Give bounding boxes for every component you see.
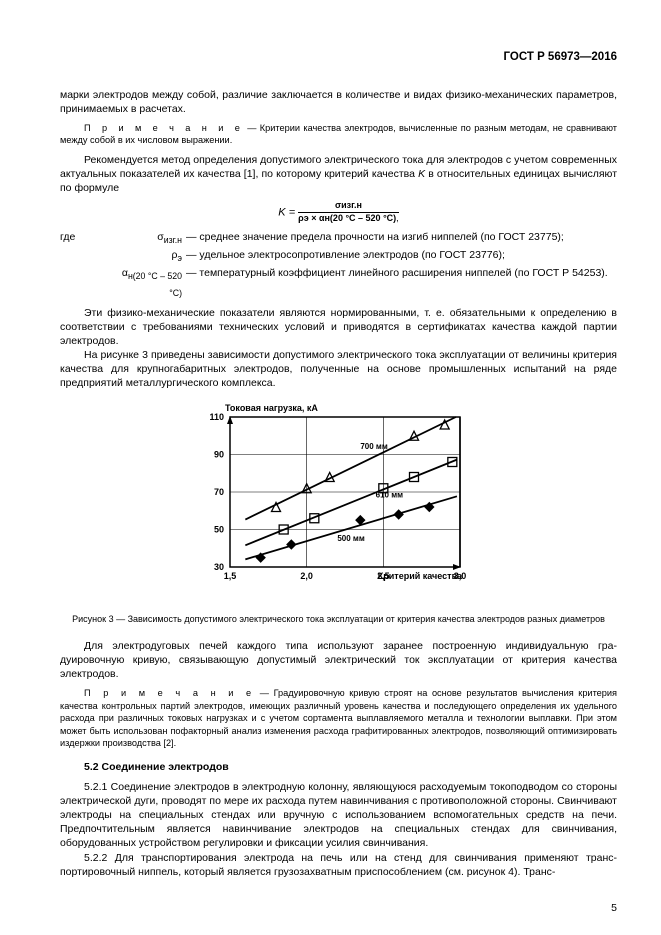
- where-line: гдеσизг.н — среднее значение предела про…: [60, 230, 617, 247]
- section-heading: 5.2 Соединение электродов: [84, 760, 617, 774]
- paragraph: 5.2.1 Соединение электродов в электродну…: [60, 780, 617, 851]
- svg-text:Токовая нагрузка, кА: Токовая нагрузка, кА: [225, 403, 318, 413]
- page-number: 5: [611, 901, 617, 915]
- page: ГОСТ Р 56973—2016 марки электродов между…: [0, 0, 661, 935]
- where-line: ρэ — удельное электросопротивление элект…: [60, 248, 617, 265]
- figure-caption: Рисунок 3 — Зависимость допустимого элек…: [60, 613, 617, 625]
- paragraph: Эти физико-механические показатели являю…: [60, 306, 617, 349]
- svg-text:30: 30: [213, 562, 223, 572]
- where-text: — среднее значение предела прочности на …: [186, 230, 617, 247]
- doc-header: ГОСТ Р 56973—2016: [60, 50, 617, 66]
- svg-text:500 мм: 500 мм: [337, 533, 364, 542]
- where-block: гдеσизг.н — среднее значение предела про…: [60, 230, 617, 300]
- where-text: — удельное электросопротивление электрод…: [186, 248, 617, 265]
- where-symbol: ρэ: [116, 248, 186, 265]
- figure: 305070901101,52,02,53,0Токовая нагрузка,…: [60, 399, 617, 603]
- note-label: П р и м е ч а н и е: [84, 123, 244, 133]
- chart-svg: 305070901101,52,02,53,0Токовая нагрузка,…: [184, 399, 494, 599]
- paragraph: марки электродов между собой, различие з…: [60, 88, 617, 116]
- svg-text:110: 110: [209, 412, 224, 422]
- svg-text:Критерий качества: Критерий качества: [377, 571, 462, 581]
- svg-text:700 мм: 700 мм: [360, 442, 387, 451]
- paragraph: Для электродуговых печей каждого типа ис…: [60, 639, 617, 682]
- where-label: где: [60, 230, 116, 247]
- svg-text:610 мм: 610 мм: [375, 490, 402, 499]
- note: П р и м е ч а н и е — Критерии качества …: [60, 122, 617, 147]
- fraction: σизг.н ρэ × αн(20 °С – 520 °С),: [298, 201, 399, 224]
- svg-text:50: 50: [213, 524, 223, 534]
- formula-lhs: K =: [278, 207, 298, 219]
- note: П р и м е ч а н и е — Градуировочную кри…: [60, 687, 617, 749]
- svg-text:2,0: 2,0: [300, 571, 313, 581]
- paragraph: На рисунке 3 приведены зависимости допус…: [60, 348, 617, 391]
- svg-text:90: 90: [213, 449, 223, 459]
- paragraph: Рекомендуется метод определения допустим…: [60, 153, 617, 196]
- svg-text:1,5: 1,5: [223, 571, 236, 581]
- note-label: П р и м е ч а н и е: [84, 688, 255, 698]
- where-line: αн(20 °С – 520 °С) — температурный коэфф…: [60, 266, 617, 300]
- where-symbol: σизг.н: [116, 230, 186, 247]
- formula: K = σизг.н ρэ × αн(20 °С – 520 °С),: [60, 201, 617, 224]
- formula-denominator: ρэ × αн(20 °С – 520 °С): [298, 213, 396, 223]
- formula-numerator: σизг.н: [335, 200, 362, 210]
- where-text: — температурный коэффициент линейного ра…: [186, 266, 617, 300]
- where-label: [60, 266, 116, 300]
- svg-text:70: 70: [213, 487, 223, 497]
- where-symbol: αн(20 °С – 520 °С): [116, 266, 186, 300]
- paragraph: 5.2.2 Для транспортирования электрода на…: [60, 851, 617, 879]
- where-label: [60, 248, 116, 265]
